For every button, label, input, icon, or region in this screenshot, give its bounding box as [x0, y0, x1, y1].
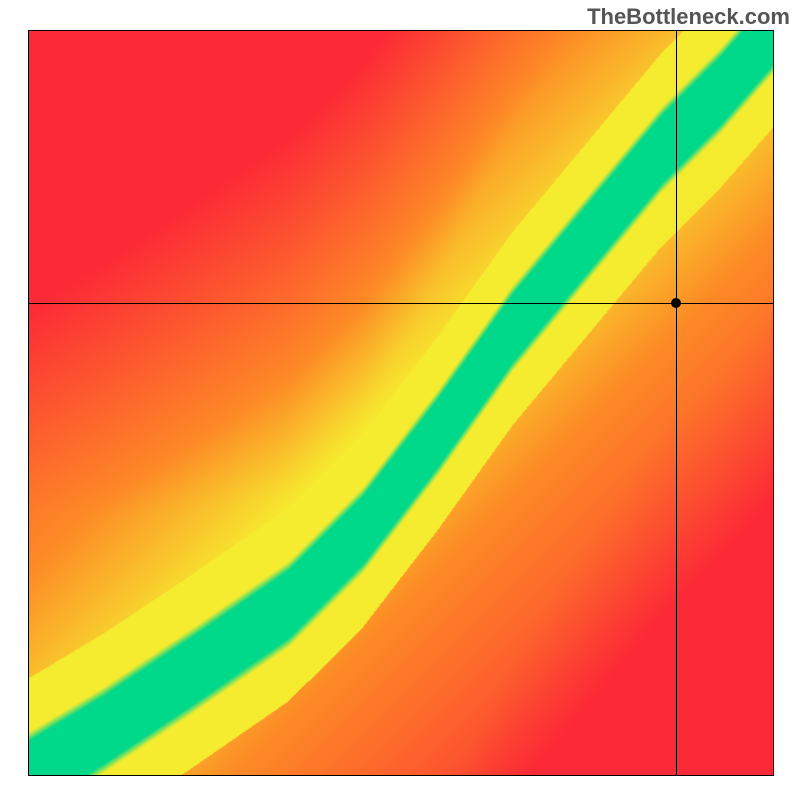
heatmap-canvas — [29, 31, 773, 775]
chart-container: TheBottleneck.com — [0, 0, 800, 800]
crosshair-horizontal — [29, 303, 773, 304]
crosshair-vertical — [676, 31, 677, 775]
watermark-text: TheBottleneck.com — [587, 4, 790, 30]
heatmap-plot — [28, 30, 774, 776]
data-point-marker — [671, 298, 681, 308]
